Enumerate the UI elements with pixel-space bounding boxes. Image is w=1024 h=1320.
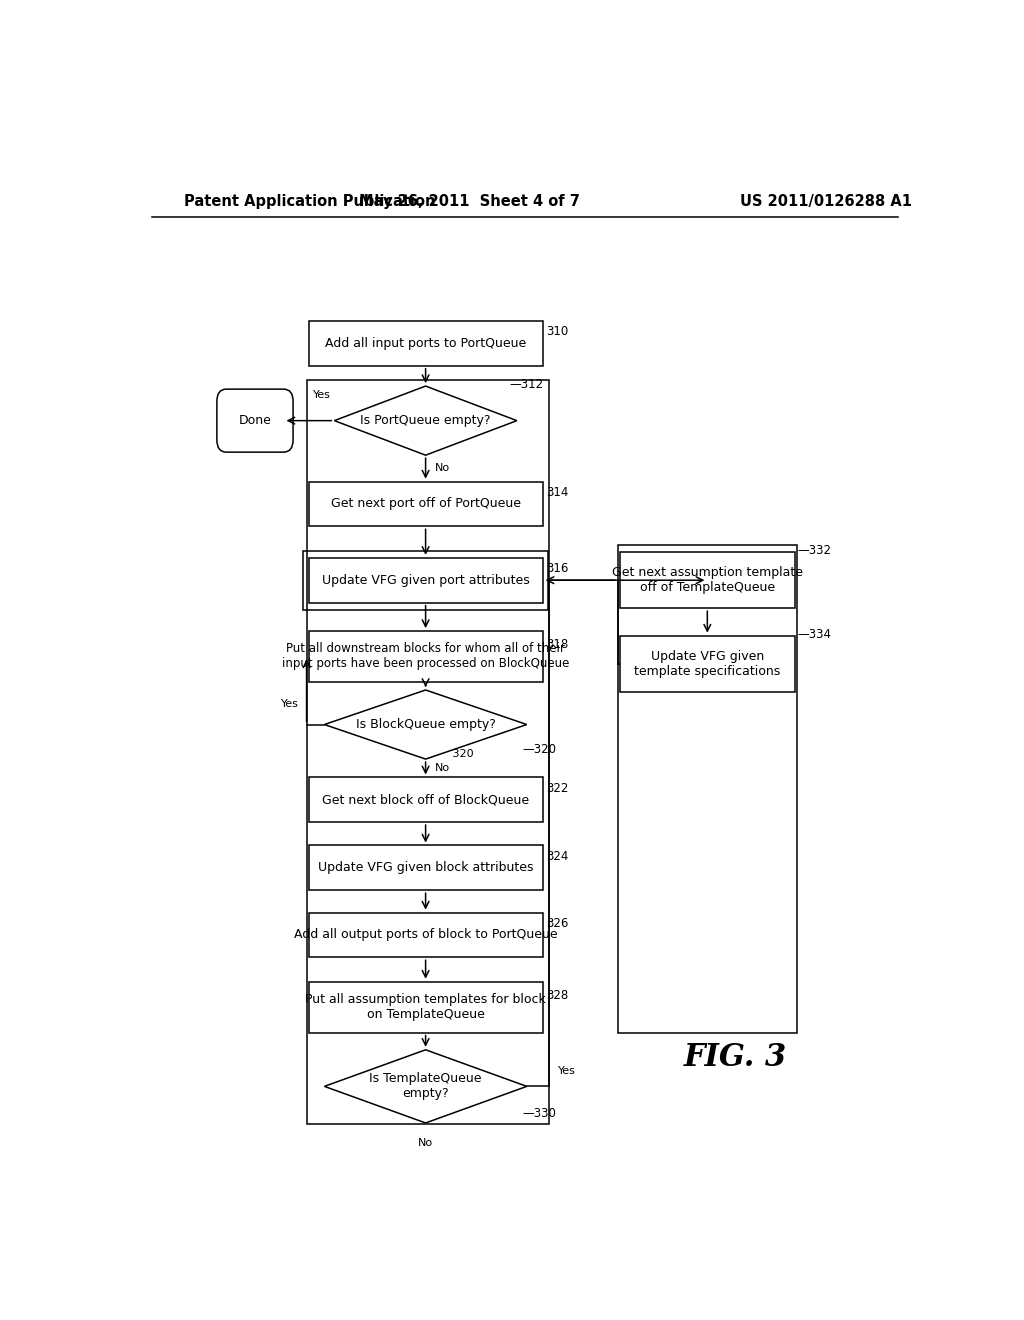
Text: Get next port off of PortQueue: Get next port off of PortQueue — [331, 498, 520, 511]
Text: Done: Done — [239, 414, 271, 428]
Bar — [620, 552, 795, 609]
Text: No: No — [435, 763, 451, 774]
Text: Is TemplateQueue
empty?: Is TemplateQueue empty? — [370, 1072, 482, 1101]
Text: 326: 326 — [546, 917, 568, 929]
Bar — [306, 380, 549, 1125]
Text: —320: —320 — [523, 743, 557, 756]
Text: Update VFG given block attributes: Update VFG given block attributes — [317, 862, 534, 874]
Bar — [620, 636, 795, 692]
FancyBboxPatch shape — [217, 389, 293, 453]
Text: 320: 320 — [435, 748, 474, 759]
Text: Update VFG given
template specifications: Update VFG given template specifications — [634, 649, 780, 677]
Text: No: No — [418, 1138, 433, 1148]
Text: —332: —332 — [798, 544, 831, 557]
Text: May 26, 2011  Sheet 4 of 7: May 26, 2011 Sheet 4 of 7 — [358, 194, 580, 209]
Text: FIG. 3: FIG. 3 — [683, 1043, 786, 1073]
Bar — [308, 846, 543, 890]
Polygon shape — [325, 690, 526, 759]
Bar — [617, 545, 797, 1032]
Polygon shape — [334, 385, 517, 455]
Bar — [308, 777, 543, 822]
Text: Put all downstream blocks for whom all of their
input ports have been processed : Put all downstream blocks for whom all o… — [282, 643, 569, 671]
Text: —330: —330 — [523, 1107, 557, 1119]
Text: US 2011/0126288 A1: US 2011/0126288 A1 — [740, 194, 912, 209]
Text: 316: 316 — [546, 562, 568, 576]
Text: Add all output ports of block to PortQueue: Add all output ports of block to PortQue… — [294, 928, 557, 941]
Text: —312: —312 — [509, 378, 543, 391]
Bar — [308, 482, 543, 527]
Text: Is PortQueue empty?: Is PortQueue empty? — [360, 414, 490, 428]
Bar — [308, 912, 543, 957]
Text: 314: 314 — [546, 486, 568, 499]
Bar — [308, 321, 543, 366]
Text: Put all assumption templates for block
on TemplateQueue: Put all assumption templates for block o… — [305, 993, 546, 1022]
Text: 318: 318 — [546, 639, 568, 651]
Text: Get next assumption template
off of TemplateQueue: Get next assumption template off of Temp… — [611, 566, 803, 594]
Bar — [308, 558, 543, 602]
Text: —334: —334 — [798, 628, 831, 640]
Text: Is BlockQueue empty?: Is BlockQueue empty? — [355, 718, 496, 731]
Text: Update VFG given port attributes: Update VFG given port attributes — [322, 574, 529, 586]
Text: Yes: Yes — [281, 700, 299, 709]
Text: 328: 328 — [546, 989, 568, 1002]
Text: 324: 324 — [546, 850, 568, 863]
Text: Yes: Yes — [312, 391, 331, 400]
Text: Patent Application Publication: Patent Application Publication — [183, 194, 435, 209]
Text: 322: 322 — [546, 781, 568, 795]
Polygon shape — [325, 1049, 526, 1123]
Text: Yes: Yes — [558, 1067, 577, 1076]
Bar — [303, 550, 548, 610]
Text: No: No — [435, 463, 451, 474]
Text: 310: 310 — [546, 325, 568, 338]
Bar — [308, 631, 543, 682]
Text: Add all input ports to PortQueue: Add all input ports to PortQueue — [325, 337, 526, 350]
Text: Get next block off of BlockQueue: Get next block off of BlockQueue — [322, 793, 529, 807]
Bar — [308, 982, 543, 1032]
